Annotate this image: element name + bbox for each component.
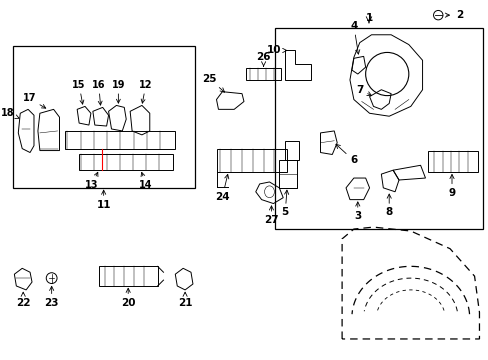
- Text: 6: 6: [335, 144, 356, 165]
- Bar: [279, 174, 296, 188]
- Text: 15: 15: [72, 80, 86, 104]
- Bar: [79, 154, 173, 170]
- Bar: [285, 141, 298, 160]
- Text: 10: 10: [266, 45, 286, 55]
- Text: 17: 17: [22, 94, 46, 108]
- Text: 21: 21: [178, 292, 192, 308]
- Bar: [245, 68, 281, 80]
- Bar: [65, 131, 175, 149]
- Text: 19: 19: [111, 80, 125, 103]
- Text: 9: 9: [447, 175, 455, 198]
- Bar: [427, 150, 477, 172]
- Text: 14: 14: [139, 172, 152, 190]
- Text: 23: 23: [44, 286, 59, 308]
- Text: 27: 27: [264, 206, 278, 225]
- Text: 2: 2: [445, 10, 462, 20]
- Text: 25: 25: [202, 74, 224, 92]
- Text: 13: 13: [85, 172, 99, 190]
- Text: 3: 3: [353, 202, 361, 221]
- Text: 11: 11: [96, 190, 111, 210]
- Bar: [279, 160, 296, 188]
- Text: 12: 12: [139, 80, 152, 103]
- Text: 7: 7: [356, 85, 371, 95]
- Text: 1: 1: [365, 13, 372, 23]
- Bar: [99, 266, 157, 286]
- Bar: [13, 46, 195, 188]
- Text: 5: 5: [281, 190, 288, 217]
- Text: 24: 24: [215, 174, 229, 202]
- Text: 8: 8: [385, 194, 392, 217]
- Text: 16: 16: [92, 80, 105, 105]
- Bar: [275, 28, 483, 229]
- Text: 4: 4: [349, 21, 359, 54]
- Text: 18: 18: [1, 108, 19, 118]
- Text: 26: 26: [256, 52, 270, 67]
- Text: 20: 20: [121, 288, 135, 308]
- Bar: [216, 149, 286, 172]
- Text: 22: 22: [16, 292, 30, 308]
